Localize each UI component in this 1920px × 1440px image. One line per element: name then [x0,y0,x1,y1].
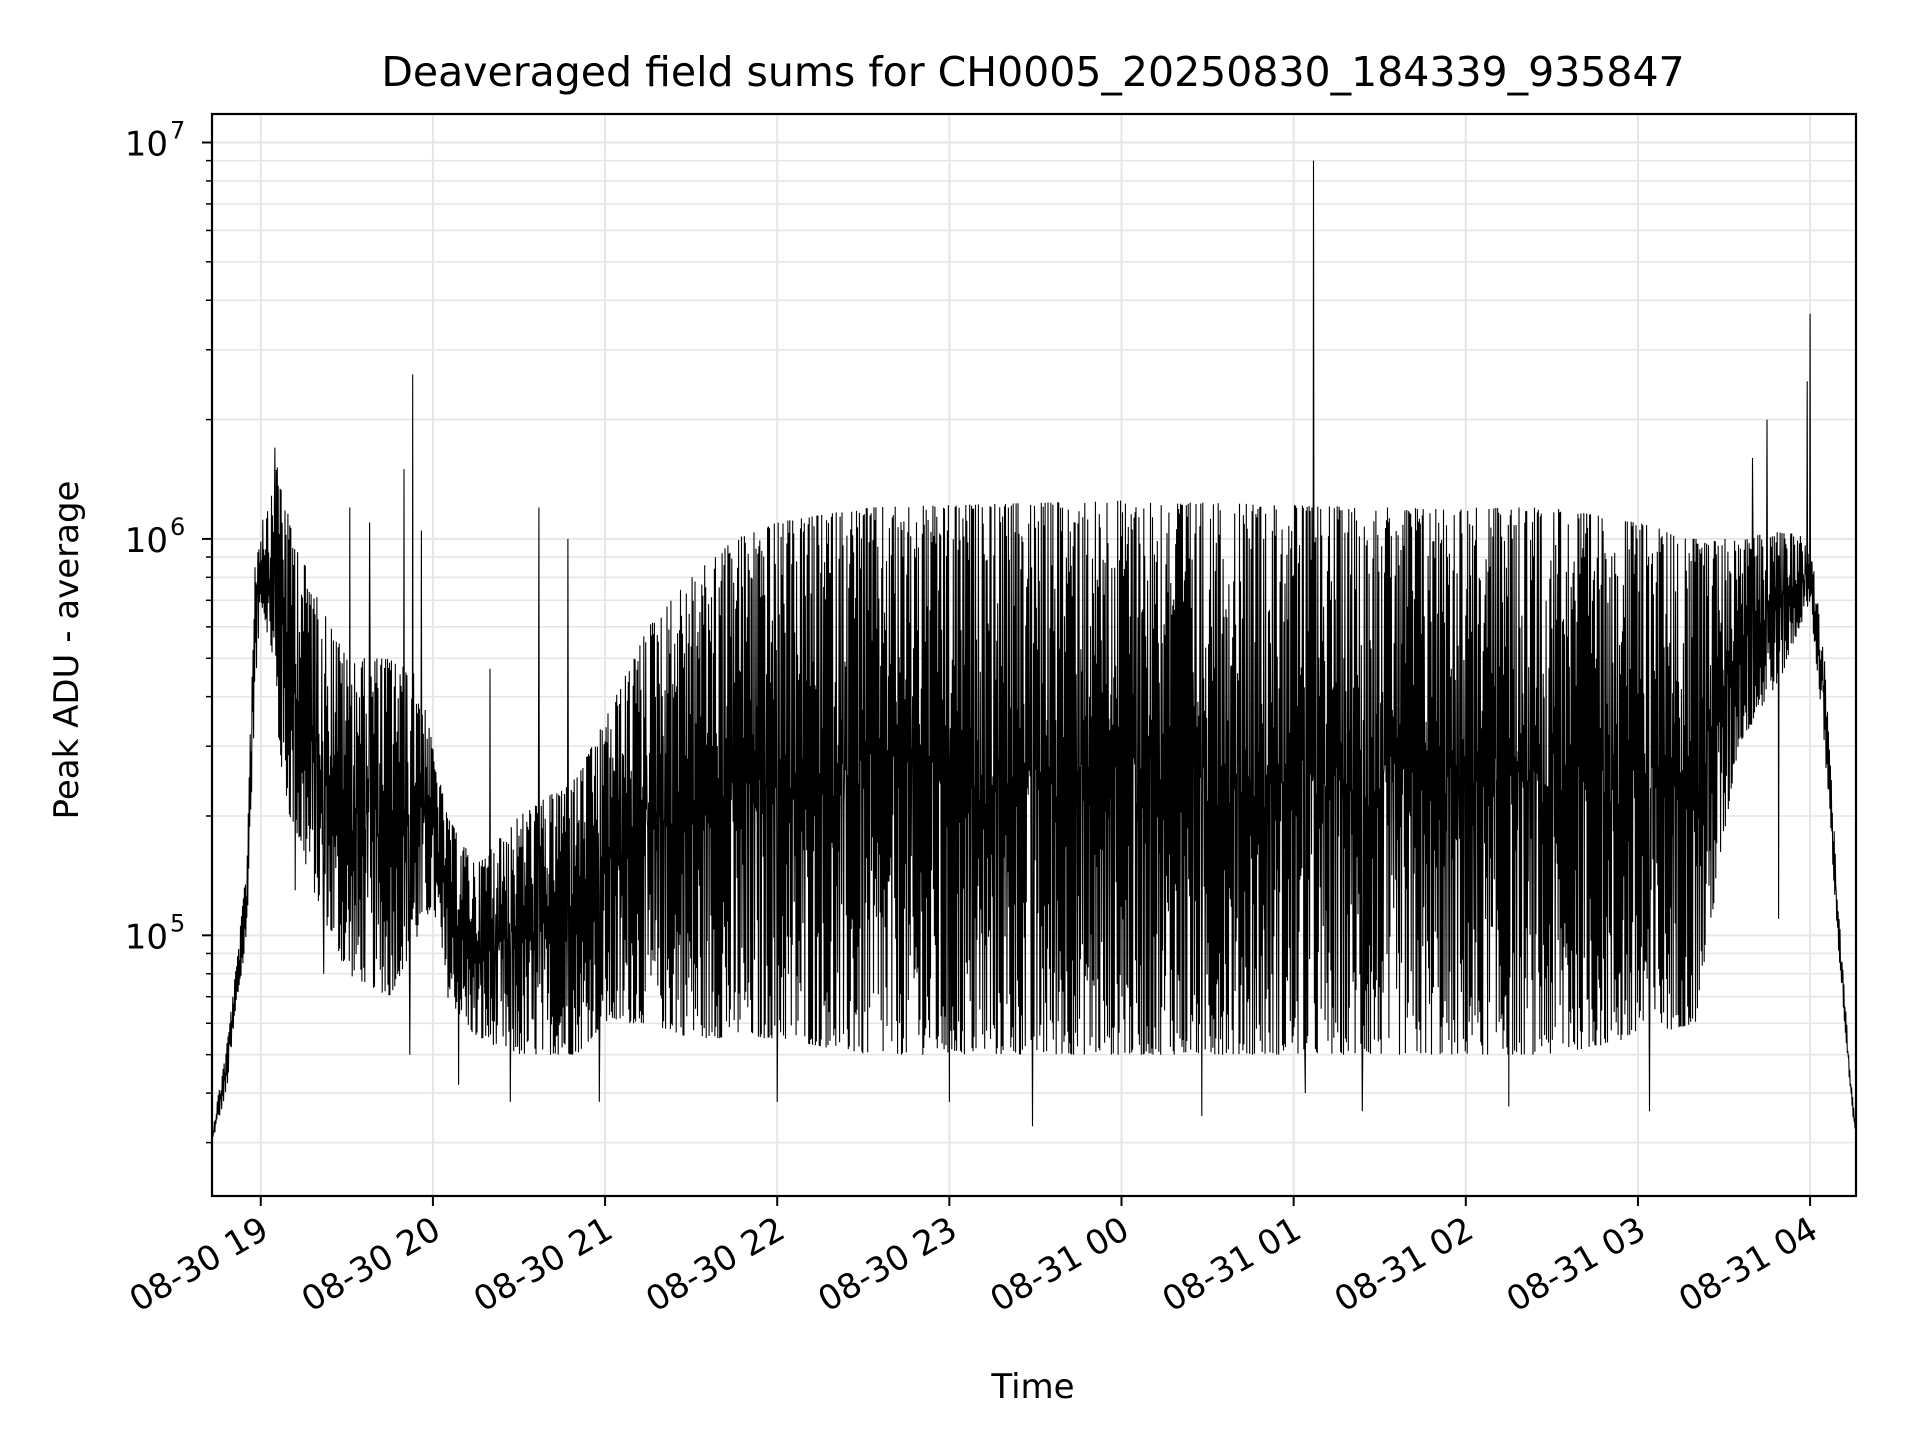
y-tick-label-exponent: 7 [170,116,185,144]
plot-area [211,160,1857,1142]
y-tick-label-exponent: 5 [170,909,185,937]
x-axis-label: Time [990,1367,1074,1407]
axes-frame [210,112,1858,1198]
series-line [211,160,1857,1142]
y-tick-label-base: 10 [125,521,168,561]
y-tick-label-base: 10 [125,917,168,957]
y-tick-label-exponent: 6 [170,513,185,541]
y-axis-label: Peak ADU - average [47,481,87,820]
chart-title: Deaveraged field sums for CH0005_2025083… [381,48,1684,96]
y-tick-label-base: 10 [125,124,168,164]
